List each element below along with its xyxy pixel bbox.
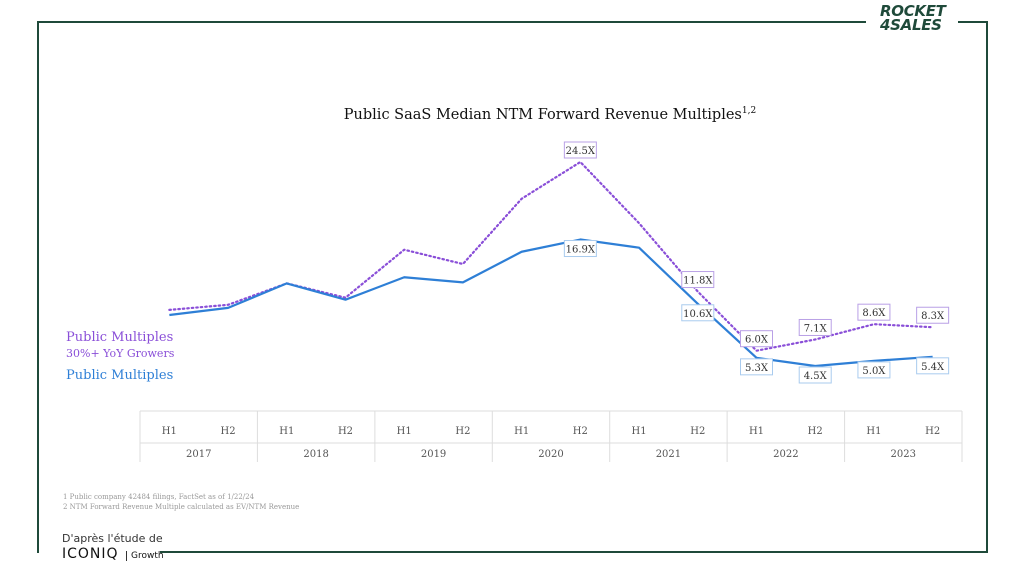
data-label: 7.1X [804, 323, 828, 334]
x-tick-period: H2 [573, 426, 588, 437]
data-label: 24.5X [566, 146, 596, 157]
x-tick-period: H1 [514, 426, 529, 437]
legend-purple-line-1: Public Multiples [66, 330, 174, 345]
data-label-box [740, 330, 773, 348]
x-tick-period: H1 [397, 426, 412, 437]
x-tick-year: 2020 [538, 449, 563, 460]
brand-line-2: 4SALES [880, 16, 942, 34]
series-line-public [169, 238, 933, 368]
brand-logo: ROCKET 4SALES [880, 2, 958, 34]
footnote-2: 2 NTM Forward Revenue Multiple calculate… [63, 503, 300, 511]
x-tick-year: 2022 [773, 449, 798, 460]
x-tick-year: 2017 [186, 449, 211, 460]
data-label-box [916, 357, 950, 375]
data-label-box [563, 141, 597, 159]
chart-title-text: Public SaaS Median NTM Forward Revenue M… [343, 106, 742, 123]
data-label-box [740, 358, 773, 376]
source-brand: ICONIQ Growth [62, 546, 164, 562]
legend-blue: Public Multiples [66, 368, 174, 383]
x-tick-year: 2019 [421, 449, 446, 460]
data-label: 4.5X [804, 371, 828, 382]
x-tick-year: 2018 [303, 449, 328, 460]
data-label: 10.6X [683, 309, 713, 320]
x-tick-period: H1 [866, 426, 881, 437]
chart-title: Public SaaS Median NTM Forward Revenue M… [0, 106, 1024, 123]
data-label: 5.3X [745, 363, 769, 374]
data-label: 11.8X [683, 276, 713, 287]
data-label-box [798, 366, 832, 384]
data-label: 6.0X [745, 335, 769, 346]
x-tick-year: 2021 [656, 449, 681, 460]
chart-title-superscript: 1,2 [741, 106, 757, 116]
frame-right-line [986, 21, 988, 553]
x-tick-period: H2 [690, 426, 705, 437]
x-tick-year: 2023 [891, 449, 916, 460]
frame-left-line [37, 21, 39, 553]
x-tick-period: H2 [925, 426, 940, 437]
frame-top-line-right [958, 21, 988, 23]
data-label-box [798, 318, 832, 336]
frame-bottom-line [160, 551, 988, 553]
data-label-box [681, 304, 715, 322]
data-label-box [857, 361, 891, 379]
data-label-box [857, 303, 891, 321]
source-brand-name: ICONIQ [62, 546, 119, 562]
legend-purple-line-2: 30%+ YoY Growers [66, 347, 175, 360]
x-tick-period: H2 [221, 426, 236, 437]
x-tick-period: H1 [632, 426, 647, 437]
data-label: 8.3X [921, 311, 945, 322]
data-label: 8.6X [862, 308, 886, 319]
data-label-box [563, 240, 597, 258]
x-tick-period: H2 [338, 426, 353, 437]
data-label: 5.4X [921, 362, 945, 373]
x-tick-period: H1 [279, 426, 294, 437]
frame-top-line [38, 21, 866, 23]
data-label: 16.9X [566, 245, 596, 256]
footnote-1: 1 Public company 42484 filings, FactSet … [63, 493, 255, 501]
source-brand-suffix: Growth [126, 551, 164, 561]
source-prefix: D'après l'étude de [62, 532, 163, 545]
footnotes: 1 Public company 42484 filings, FactSet … [63, 492, 299, 512]
data-label: 5.0X [862, 366, 886, 377]
data-label-box [681, 271, 715, 289]
x-tick-period: H2 [808, 426, 823, 437]
x-tick-period: H1 [162, 426, 177, 437]
x-tick-period: H2 [455, 426, 470, 437]
x-tick-period: H1 [749, 426, 764, 437]
data-label-box [916, 306, 950, 324]
brand-line-1: ROCKET [880, 2, 946, 20]
